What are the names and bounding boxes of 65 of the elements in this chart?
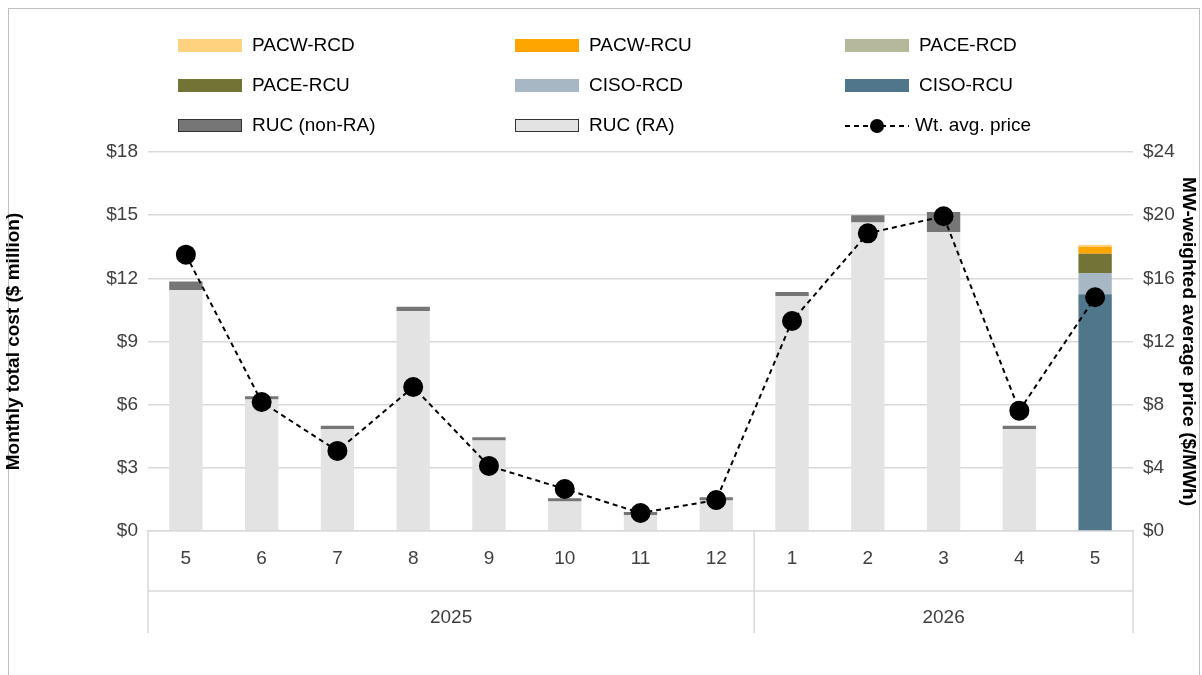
- x-tick-label: 5: [180, 546, 192, 568]
- x-tick-label: 9: [483, 546, 495, 568]
- point: [478, 455, 499, 476]
- legend-label: PACW-RCD: [252, 34, 355, 56]
- y2-tick-label: $4: [1143, 456, 1165, 478]
- bar: [1078, 244, 1112, 247]
- legend-label: Wt. avg. price: [915, 114, 1032, 136]
- y-tick-label: $6: [116, 392, 138, 414]
- bar: [396, 306, 430, 311]
- bar: [1002, 425, 1037, 429]
- bar: [1078, 253, 1112, 274]
- x-tick-label: 5: [1089, 546, 1101, 568]
- x-tick-label: 8: [407, 546, 419, 568]
- x-tick-label: 4: [1014, 546, 1026, 568]
- x-tick-label: 10: [554, 546, 576, 568]
- x-tick-label: 1: [786, 546, 798, 568]
- bar: [1078, 246, 1112, 254]
- point: [251, 391, 272, 412]
- point: [857, 223, 878, 244]
- x-tick-label: 6: [256, 546, 267, 568]
- bar: [1078, 294, 1112, 531]
- x-tick-label: 11: [630, 546, 651, 568]
- y2-axis-title: MW-weighted average price ($/MWh): [1179, 177, 1201, 506]
- x-tick-label: 7: [332, 546, 343, 568]
- point: [1009, 400, 1030, 421]
- y2-tick-label: $8: [1143, 392, 1165, 414]
- y2-tick-label: $20: [1143, 203, 1175, 225]
- x-tick-label: 3: [938, 546, 949, 568]
- text: 2026: [922, 606, 965, 628]
- y-axis-title: Monthly total cost ($ million): [1, 212, 23, 471]
- bar: [775, 292, 809, 297]
- x-tick-label: 2: [862, 546, 874, 568]
- point: [706, 490, 727, 511]
- point: [782, 310, 803, 331]
- legend-label: CISO-RCD: [589, 74, 683, 96]
- legend-label: PACE-RCD: [919, 34, 1017, 56]
- y-tick-label: $9: [116, 329, 138, 351]
- point: [630, 503, 651, 523]
- bar: [320, 425, 355, 429]
- point: [175, 244, 196, 265]
- bar: [851, 215, 885, 223]
- y2-tick-label: $12: [1143, 329, 1175, 351]
- point: [933, 206, 954, 227]
- y2-tick-label: $24: [1143, 140, 1176, 162]
- y-tick-label: $12: [106, 266, 138, 288]
- legend-label: RUC (non-RA): [252, 114, 376, 136]
- y2-tick-label: $0: [1143, 519, 1165, 541]
- y-tick-label: $18: [106, 140, 138, 162]
- point: [403, 376, 424, 397]
- legend-label: RUC (RA): [589, 114, 675, 136]
- point: [1085, 287, 1106, 308]
- bar: [472, 437, 506, 441]
- y2-tick-label: $16: [1143, 266, 1175, 288]
- legend-label: PACW-RCU: [589, 34, 692, 56]
- point: [327, 440, 348, 461]
- bar: [169, 281, 203, 290]
- text: 2025: [429, 606, 473, 628]
- y-tick-label: $0: [116, 519, 138, 541]
- legend-label: PACE-RCU: [252, 74, 350, 96]
- y-tick-label: $15: [106, 203, 138, 225]
- legend-label: CISO-RCU: [919, 74, 1013, 96]
- x-tick-label: 12: [705, 546, 727, 568]
- bar: [548, 498, 582, 502]
- point: [554, 478, 575, 499]
- y-tick-label: $3: [116, 456, 138, 478]
